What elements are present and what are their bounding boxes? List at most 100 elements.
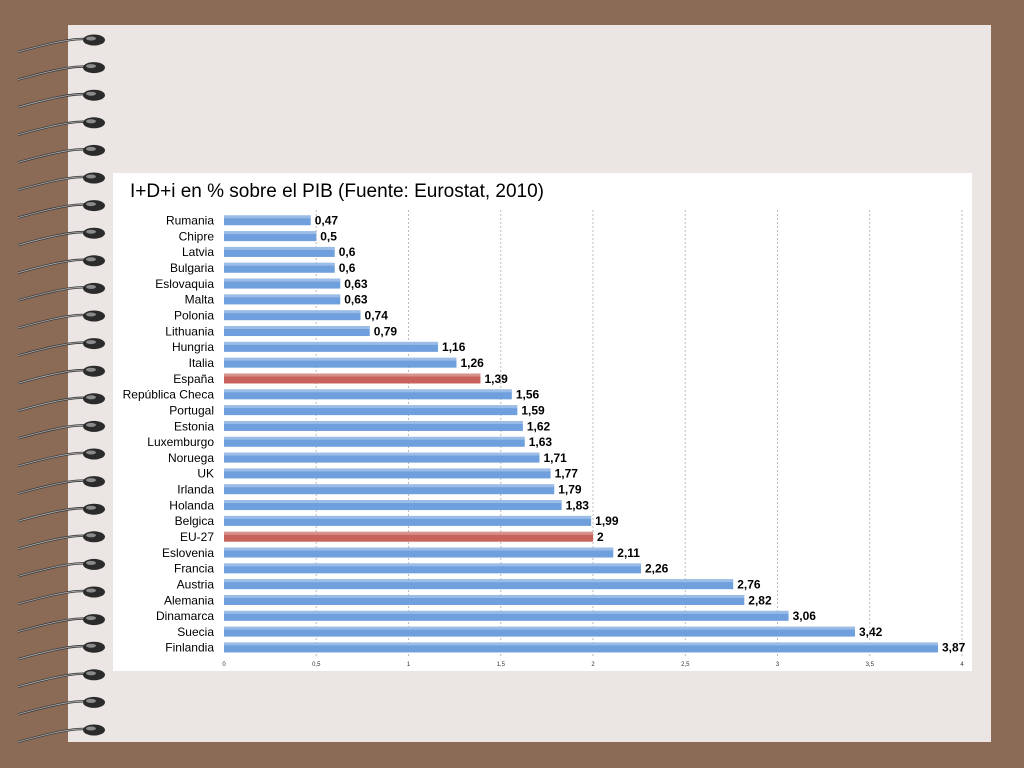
value-label: 0,79: [374, 324, 398, 338]
spiral-ring: [17, 696, 105, 716]
category-label: UK: [197, 467, 214, 481]
value-label: 3,87: [942, 641, 966, 655]
category-label: Francia: [174, 562, 214, 576]
bar-shine: [224, 626, 855, 630]
value-label: 1,77: [555, 467, 579, 481]
value-label: 0,74: [365, 309, 389, 323]
value-label: 1,71: [543, 451, 567, 465]
spiral-ring: [17, 365, 105, 385]
bar-irlanda: [224, 484, 555, 495]
value-label: 0,63: [344, 293, 368, 307]
spiral-ring: [17, 641, 105, 661]
bar-shine: [224, 468, 551, 472]
category-label: Bulgaria: [170, 261, 214, 275]
spiral-ring: [17, 62, 105, 81]
bar-malta: [224, 294, 341, 305]
spiral-ring: [17, 448, 105, 468]
bar-suecia: [224, 626, 855, 637]
x-tick-label: 3,5: [866, 662, 875, 668]
spiral-ring: [17, 531, 105, 550]
spiral-ring: [17, 393, 105, 412]
category-label: Latvia: [182, 245, 214, 259]
spiral-ring: [17, 476, 105, 495]
x-tick-label: 4: [960, 662, 964, 668]
category-label: Irlanda: [177, 483, 214, 497]
bar-shine: [224, 294, 341, 298]
chart-title: I+D+i en % sobre el PIB (Fuente: Eurosta…: [130, 181, 545, 202]
bar-estonia: [224, 420, 523, 431]
category-label: Eslovenia: [162, 546, 214, 560]
bar-shine: [224, 420, 523, 424]
category-label: Italia: [189, 356, 215, 370]
bar-shine: [224, 357, 457, 361]
bar-portugal: [224, 405, 518, 416]
bar-rumania: [224, 215, 311, 226]
value-label: 0,6: [339, 261, 356, 275]
spiral-ring: [17, 338, 105, 357]
bar-austria: [224, 579, 734, 590]
bar-noruega: [224, 452, 540, 463]
category-label: Polonia: [174, 309, 214, 323]
value-label: 1,16: [442, 340, 466, 354]
value-label: 1,83: [566, 498, 590, 512]
spiral-ring: [17, 558, 105, 578]
category-label: Malta: [185, 293, 215, 307]
value-label: 3,06: [793, 609, 817, 623]
value-label: 1,56: [516, 388, 540, 402]
spiral-ring: [17, 255, 105, 274]
spiral-ring: [17, 669, 105, 688]
category-label: Alemania: [164, 593, 214, 607]
value-label: 2,82: [748, 593, 772, 607]
bar-shine: [224, 579, 734, 583]
bar-bulgaria: [224, 262, 335, 273]
bar-hungria: [224, 341, 439, 352]
category-label: Austria: [177, 577, 215, 591]
bar-polonia: [224, 310, 361, 321]
bar-luxemburgo: [224, 436, 525, 447]
bar-shine: [224, 262, 335, 266]
bar-holanda: [224, 500, 562, 511]
spiral-ring: [17, 34, 105, 54]
category-label: Dinamarca: [156, 609, 214, 623]
spiral-ring: [17, 586, 105, 606]
category-label: Holanda: [169, 498, 214, 512]
value-label: 2,26: [645, 562, 669, 576]
value-label: 0,47: [315, 214, 339, 228]
category-label: Estonia: [174, 419, 214, 433]
bar-shine: [224, 246, 335, 250]
x-tick-label: 0: [222, 662, 226, 668]
bar-espa-a: [224, 373, 481, 384]
spiral-ring: [17, 227, 105, 247]
bar-shine: [224, 405, 518, 409]
spiral-ring: [17, 310, 105, 330]
category-label: Belgica: [175, 514, 215, 528]
spiral-ring: [17, 614, 105, 633]
category-label: Luxemburgo: [147, 435, 214, 449]
value-label: 1,63: [529, 435, 553, 449]
x-tick-label: 1: [407, 662, 411, 668]
bar-shine: [224, 231, 317, 235]
bar-shine: [224, 373, 481, 377]
bar-shine: [224, 547, 614, 551]
bar-shine: [224, 452, 540, 456]
spiral-ring: [17, 117, 105, 136]
category-label: Rumania: [166, 214, 214, 228]
x-tick-label: 1,5: [497, 662, 506, 668]
bar-shine: [224, 642, 939, 646]
value-label: 0,5: [320, 229, 337, 243]
category-label: Noruega: [168, 451, 214, 465]
value-label: 0,63: [344, 277, 368, 291]
value-label: 2: [597, 530, 604, 544]
bar-shine: [224, 278, 341, 282]
bar-shine: [224, 484, 555, 488]
value-label: 1,62: [527, 419, 551, 433]
x-tick-label: 0,5: [312, 662, 321, 668]
bar-shine: [224, 500, 562, 504]
spiral-ring: [17, 420, 105, 440]
bar-shine: [224, 389, 512, 393]
value-label: 1,26: [460, 356, 484, 370]
value-label: 1,79: [558, 483, 582, 497]
category-label: Finlandia: [165, 641, 214, 655]
bar-shine: [224, 594, 745, 598]
